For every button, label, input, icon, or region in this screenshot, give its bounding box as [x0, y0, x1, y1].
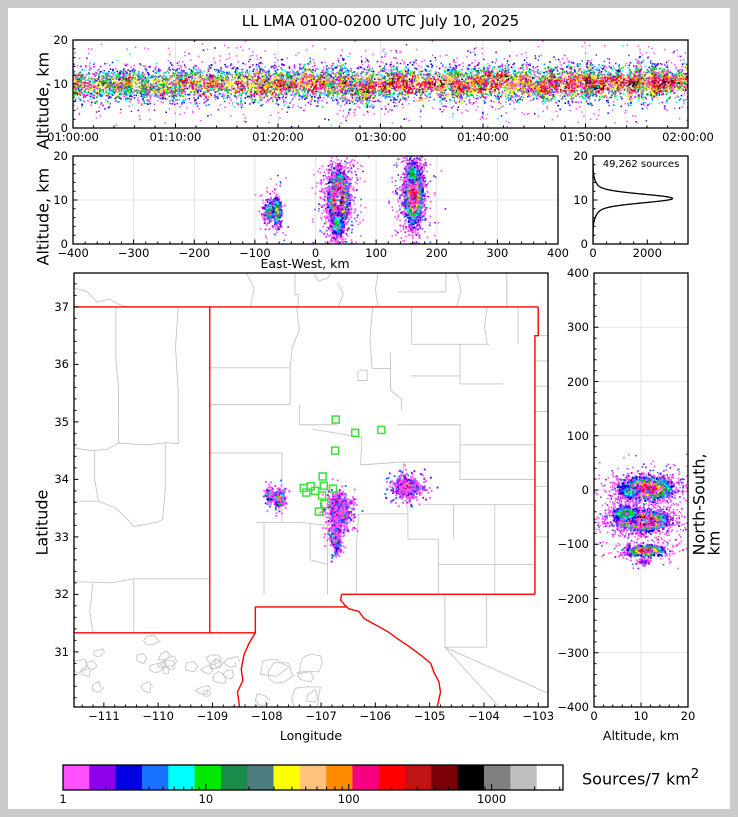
plot-canvas: [0, 0, 738, 817]
lma-plot-window: LL LMA 0100-0200 UTC July 10, 2025 Altit…: [0, 0, 738, 817]
